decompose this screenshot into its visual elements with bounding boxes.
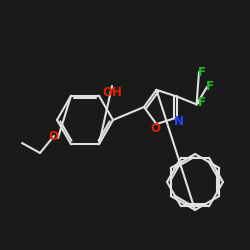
Text: F: F [198,96,206,108]
Text: F: F [198,66,206,78]
Text: O: O [150,122,160,134]
Text: N: N [174,115,184,128]
Text: O: O [48,130,58,142]
Text: OH: OH [102,86,122,98]
Text: F: F [206,80,214,94]
